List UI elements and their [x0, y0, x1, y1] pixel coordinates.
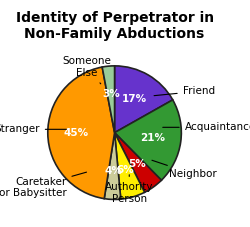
Wedge shape: [114, 66, 173, 133]
Text: 21%: 21%: [140, 133, 166, 143]
Text: Stranger: Stranger: [0, 124, 66, 134]
Text: 4%: 4%: [104, 166, 122, 176]
Text: 45%: 45%: [63, 128, 88, 138]
Wedge shape: [104, 133, 121, 200]
Text: Caretaker
or Babysitter: Caretaker or Babysitter: [0, 172, 86, 198]
Text: 3%: 3%: [102, 89, 120, 99]
Wedge shape: [114, 100, 181, 180]
Text: 6%: 6%: [116, 165, 134, 175]
Text: Someone
Else: Someone Else: [62, 57, 111, 84]
Text: Authority
Person: Authority Person: [105, 175, 154, 204]
Text: Acquaintance: Acquaintance: [163, 122, 250, 132]
Text: 5%: 5%: [128, 159, 146, 169]
Wedge shape: [114, 133, 144, 199]
Text: 17%: 17%: [122, 94, 147, 104]
Text: Friend: Friend: [154, 86, 215, 96]
Wedge shape: [102, 66, 115, 133]
Wedge shape: [48, 67, 114, 199]
Wedge shape: [114, 133, 162, 192]
Title: Identity of Perpetrator in
Non-Family Abductions: Identity of Perpetrator in Non-Family Ab…: [16, 11, 214, 41]
Text: Neighbor: Neighbor: [152, 160, 217, 179]
